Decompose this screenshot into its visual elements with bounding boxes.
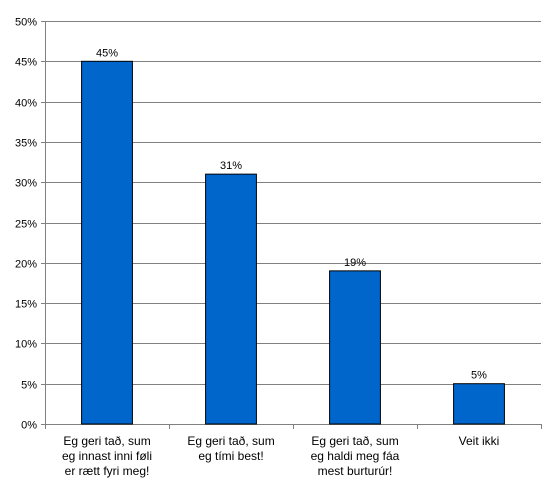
y-tick-label: 5% — [21, 380, 37, 392]
x-category-label-line: eg innast inni føli — [62, 449, 152, 463]
x-category-label-line: eg tími best! — [198, 449, 263, 463]
data-label: 45% — [96, 47, 118, 59]
x-category-label-line: mest burturúr! — [318, 464, 393, 478]
bar — [329, 270, 381, 425]
x-category-label: Eg geri tað, sum eg innast inni føli er ræ… — [62, 434, 152, 478]
bars — [81, 60, 505, 425]
y-tick-label: 10% — [15, 339, 37, 351]
y-tick-label: 50% — [15, 17, 37, 29]
y-tick-label: 35% — [15, 138, 37, 150]
y-tick-label: 30% — [15, 178, 37, 190]
bar — [81, 60, 133, 425]
y-tick-label: 0% — [21, 420, 37, 432]
x-category-label-line: eg haldi meg fáa — [311, 449, 400, 463]
bar — [205, 173, 257, 425]
data-label: 5% — [471, 370, 487, 382]
x-category-label-line: er rætt fyri meg! — [65, 464, 150, 478]
x-category-label-line: Veit ikki — [459, 434, 500, 448]
y-tick-label: 40% — [15, 98, 37, 110]
labels: 0% 5% 10% 15% 20% 25% 30% 35% 40% 45% 50% 45% Eg ger… — [15, 17, 499, 479]
x-category-label-line: Eg geri tað, sum — [311, 434, 398, 448]
y-tick-label: 45% — [15, 57, 37, 69]
x-category-label: Veit ikki — [459, 434, 500, 448]
x-category-label-line: Eg geri tað, sum — [187, 434, 274, 448]
y-tick-label: 20% — [15, 259, 37, 271]
x-category-label-line: Eg geri tað, sum — [63, 434, 150, 448]
data-label: 31% — [220, 160, 242, 172]
y-tick-label: 15% — [15, 299, 37, 311]
data-label: 19% — [344, 257, 366, 269]
bar — [453, 383, 505, 425]
x-category-label: Eg geri tað, sum eg haldi meg fáa mest bur… — [311, 434, 400, 478]
y-tick-label: 25% — [15, 219, 37, 231]
x-category-label: Eg geri tað, sum eg tími best! — [187, 434, 274, 463]
